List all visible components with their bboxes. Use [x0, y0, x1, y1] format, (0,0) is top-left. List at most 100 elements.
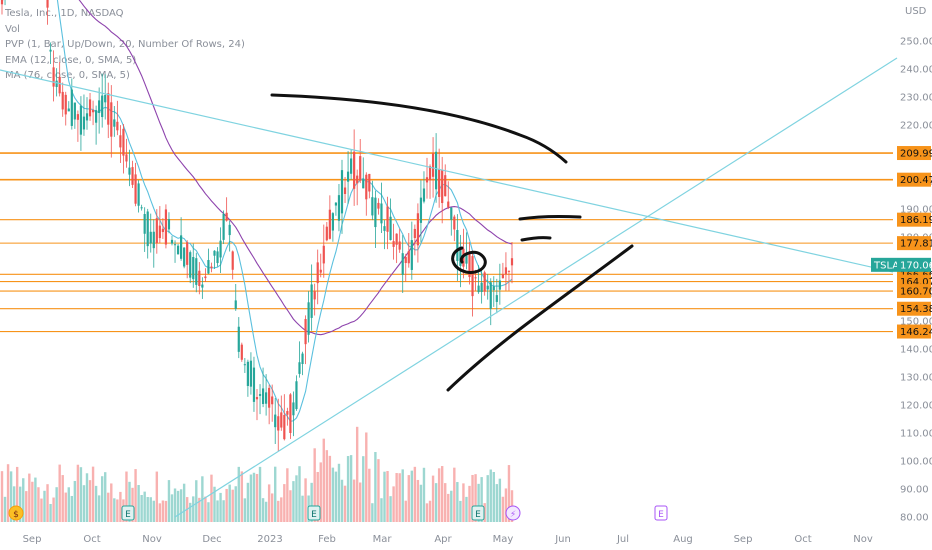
candle[interactable]	[207, 248, 210, 275]
candle[interactable]	[128, 149, 131, 187]
candle[interactable]	[304, 315, 307, 365]
candle[interactable]	[252, 356, 256, 412]
candle[interactable]	[441, 156, 444, 224]
candle[interactable]	[468, 242, 471, 285]
candle[interactable]	[64, 91, 67, 126]
candle[interactable]	[249, 352, 253, 395]
candle[interactable]	[204, 268, 207, 282]
candle[interactable]	[498, 263, 501, 305]
candle[interactable]	[328, 195, 331, 240]
candle[interactable]	[158, 206, 161, 244]
candle[interactable]	[125, 138, 128, 168]
candle[interactable]	[201, 277, 204, 299]
candle[interactable]	[371, 180, 374, 221]
candle[interactable]	[243, 358, 246, 373]
candle[interactable]	[438, 148, 441, 208]
candle[interactable]	[180, 217, 183, 261]
drawing-dash-1[interactable]	[518, 214, 582, 221]
candle[interactable]	[134, 162, 137, 207]
candle[interactable]	[186, 240, 189, 279]
drawing-support[interactable]	[446, 244, 634, 392]
candle[interactable]	[316, 249, 319, 305]
drawing-dash-2[interactable]	[520, 236, 552, 242]
candle[interactable]	[240, 342, 243, 362]
candle[interactable]	[377, 198, 380, 215]
candle[interactable]	[222, 210, 225, 245]
candle[interactable]	[289, 393, 292, 439]
candle[interactable]	[176, 243, 180, 255]
level-label[interactable]: 146.24	[897, 324, 932, 339]
candle[interactable]	[116, 100, 119, 136]
candle[interactable]	[110, 85, 113, 158]
candle[interactable]	[67, 101, 70, 112]
candle[interactable]	[483, 270, 486, 296]
candle[interactable]	[258, 384, 262, 415]
candle[interactable]	[343, 177, 347, 203]
candle[interactable]	[283, 394, 286, 441]
earnings-marker[interactable]: E	[471, 505, 485, 521]
candle[interactable]	[131, 160, 134, 189]
candle[interactable]	[322, 224, 325, 278]
dividend-marker[interactable]: $	[8, 505, 24, 521]
candle[interactable]	[85, 97, 89, 130]
level-label[interactable]: 160.70	[897, 284, 932, 299]
level-label[interactable]: 209.99	[897, 146, 932, 161]
candle[interactable]	[362, 157, 365, 189]
level-label[interactable]: 200.47	[897, 172, 932, 187]
candle[interactable]	[189, 250, 192, 284]
candle[interactable]	[404, 253, 407, 282]
candle[interactable]	[88, 93, 92, 121]
candle[interactable]	[307, 291, 310, 343]
candle[interactable]	[119, 125, 122, 163]
legend-ema[interactable]: EMA (12, close, 0, SMA, 5)	[5, 54, 137, 66]
legend-vol[interactable]: Vol	[5, 23, 20, 35]
candle[interactable]	[507, 270, 511, 291]
candle[interactable]	[346, 151, 350, 204]
candle[interactable]	[104, 74, 107, 120]
legend-title[interactable]: Tesla, Inc., 1D, NASDAQ	[5, 8, 124, 19]
candle[interactable]	[70, 78, 73, 130]
candle[interactable]	[195, 252, 198, 293]
candle[interactable]	[91, 100, 95, 126]
candle[interactable]	[286, 407, 289, 426]
level-label[interactable]: 154.38	[897, 301, 932, 316]
candle[interactable]	[337, 183, 341, 232]
candle[interactable]	[495, 278, 498, 314]
candle[interactable]	[392, 223, 395, 260]
candle[interactable]	[143, 207, 146, 252]
candle[interactable]	[192, 243, 195, 288]
level-label[interactable]: 177.81	[897, 236, 932, 251]
candle[interactable]	[183, 247, 186, 269]
downtrend-line[interactable]	[0, 69, 894, 273]
candle[interactable]	[149, 213, 152, 253]
candle[interactable]	[95, 105, 98, 145]
earnings-marker[interactable]: E	[307, 505, 321, 521]
uptrend-line[interactable]	[174, 57, 898, 518]
candle[interactable]	[310, 264, 313, 331]
candle[interactable]	[486, 274, 489, 300]
earnings-marker[interactable]: E	[654, 505, 668, 521]
candle[interactable]	[274, 398, 277, 444]
candle[interactable]	[246, 359, 249, 397]
candle[interactable]	[501, 262, 504, 279]
candle[interactable]	[298, 341, 301, 378]
candle[interactable]	[471, 250, 474, 317]
candle[interactable]	[465, 232, 468, 270]
candle[interactable]	[368, 173, 371, 199]
candle[interactable]	[76, 110, 79, 142]
split-marker[interactable]: ⚡	[505, 505, 521, 521]
candle[interactable]	[173, 240, 177, 263]
candle[interactable]	[386, 196, 389, 250]
candle[interactable]	[261, 367, 265, 408]
candle[interactable]	[401, 234, 404, 293]
candle[interactable]	[0, 0, 4, 15]
candle[interactable]	[216, 247, 219, 267]
candle[interactable]	[422, 171, 426, 204]
candle[interactable]	[504, 252, 508, 291]
candle[interactable]	[480, 270, 483, 304]
candle[interactable]	[428, 164, 432, 199]
candle[interactable]	[268, 384, 271, 425]
candle[interactable]	[277, 398, 280, 452]
candle[interactable]	[419, 180, 423, 243]
candle[interactable]	[164, 204, 168, 249]
